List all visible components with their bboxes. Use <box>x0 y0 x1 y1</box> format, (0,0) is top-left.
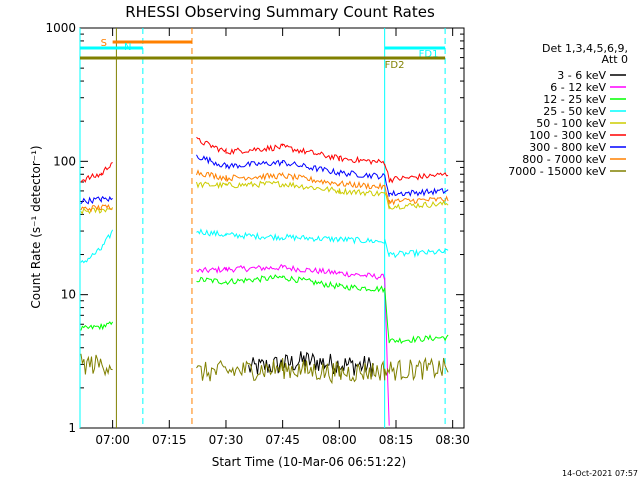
x-axis-label: Start Time (10-Mar-06 06:51:22) <box>212 455 406 469</box>
legend-label: 25 - 50 keV <box>543 105 606 118</box>
series-line <box>196 169 449 206</box>
x-tick-label: 07:45 <box>265 433 300 447</box>
flag-label: N <box>124 42 131 53</box>
y-tick-label: 100 <box>53 154 76 168</box>
x-tick-label: 08:00 <box>322 433 357 447</box>
series-line <box>80 203 113 213</box>
series-line <box>196 274 449 344</box>
legend-label: 800 - 7000 keV <box>522 153 606 166</box>
flag-label: FD1 <box>419 49 439 60</box>
legend-title-line-1: Det 1,3,4,5,6,9, <box>542 42 628 55</box>
flag-label: FD2 <box>385 60 405 71</box>
series-line <box>196 356 449 385</box>
legend-label: 50 - 100 keV <box>536 117 606 130</box>
series-line <box>80 162 113 183</box>
x-tick-label: 07:30 <box>209 433 244 447</box>
series-line <box>80 353 113 377</box>
series-line <box>196 136 449 184</box>
plot-area: 1 10 100 1000 07:00 07:15 07:30 07:45 08:00 08:15… <box>45 21 626 447</box>
legend-label: 3 - 6 keV <box>557 69 606 82</box>
legend-label: 100 - 300 keV <box>529 129 606 142</box>
flag-label: S <box>101 38 107 49</box>
x-tick-label: 08:15 <box>379 433 414 447</box>
legend-title-line-2: Att 0 <box>602 53 628 66</box>
y-axis-label: Count Rate (s⁻¹ detector⁻¹) <box>29 145 43 308</box>
chart-title: RHESSI Observing Summary Count Rates <box>125 3 435 21</box>
legend-label: 7000 - 15000 keV <box>508 165 606 178</box>
x-tick-label: 08:30 <box>435 433 470 447</box>
series-line <box>196 154 449 197</box>
series-line <box>80 207 114 215</box>
series-line <box>80 229 114 264</box>
x-tick-label: 07:15 <box>152 433 187 447</box>
legend-label: 6 - 12 keV <box>550 81 606 94</box>
series-line <box>196 263 390 426</box>
legend-label: 12 - 25 keV <box>543 93 606 106</box>
series-line <box>80 321 114 331</box>
legend-label: 300 - 800 keV <box>529 141 606 154</box>
series-line <box>196 180 449 210</box>
series-line <box>196 228 449 259</box>
plot-frame <box>79 27 465 429</box>
footer-date: 14-Oct-2021 07:57 <box>562 469 638 478</box>
series-line <box>248 351 374 377</box>
series-line <box>80 195 113 205</box>
y-tick-label: 10 <box>61 288 76 302</box>
y-tick-label: 1000 <box>45 21 76 35</box>
y-tick-label: 1 <box>68 421 76 435</box>
x-tick-label: 07:00 <box>95 433 130 447</box>
